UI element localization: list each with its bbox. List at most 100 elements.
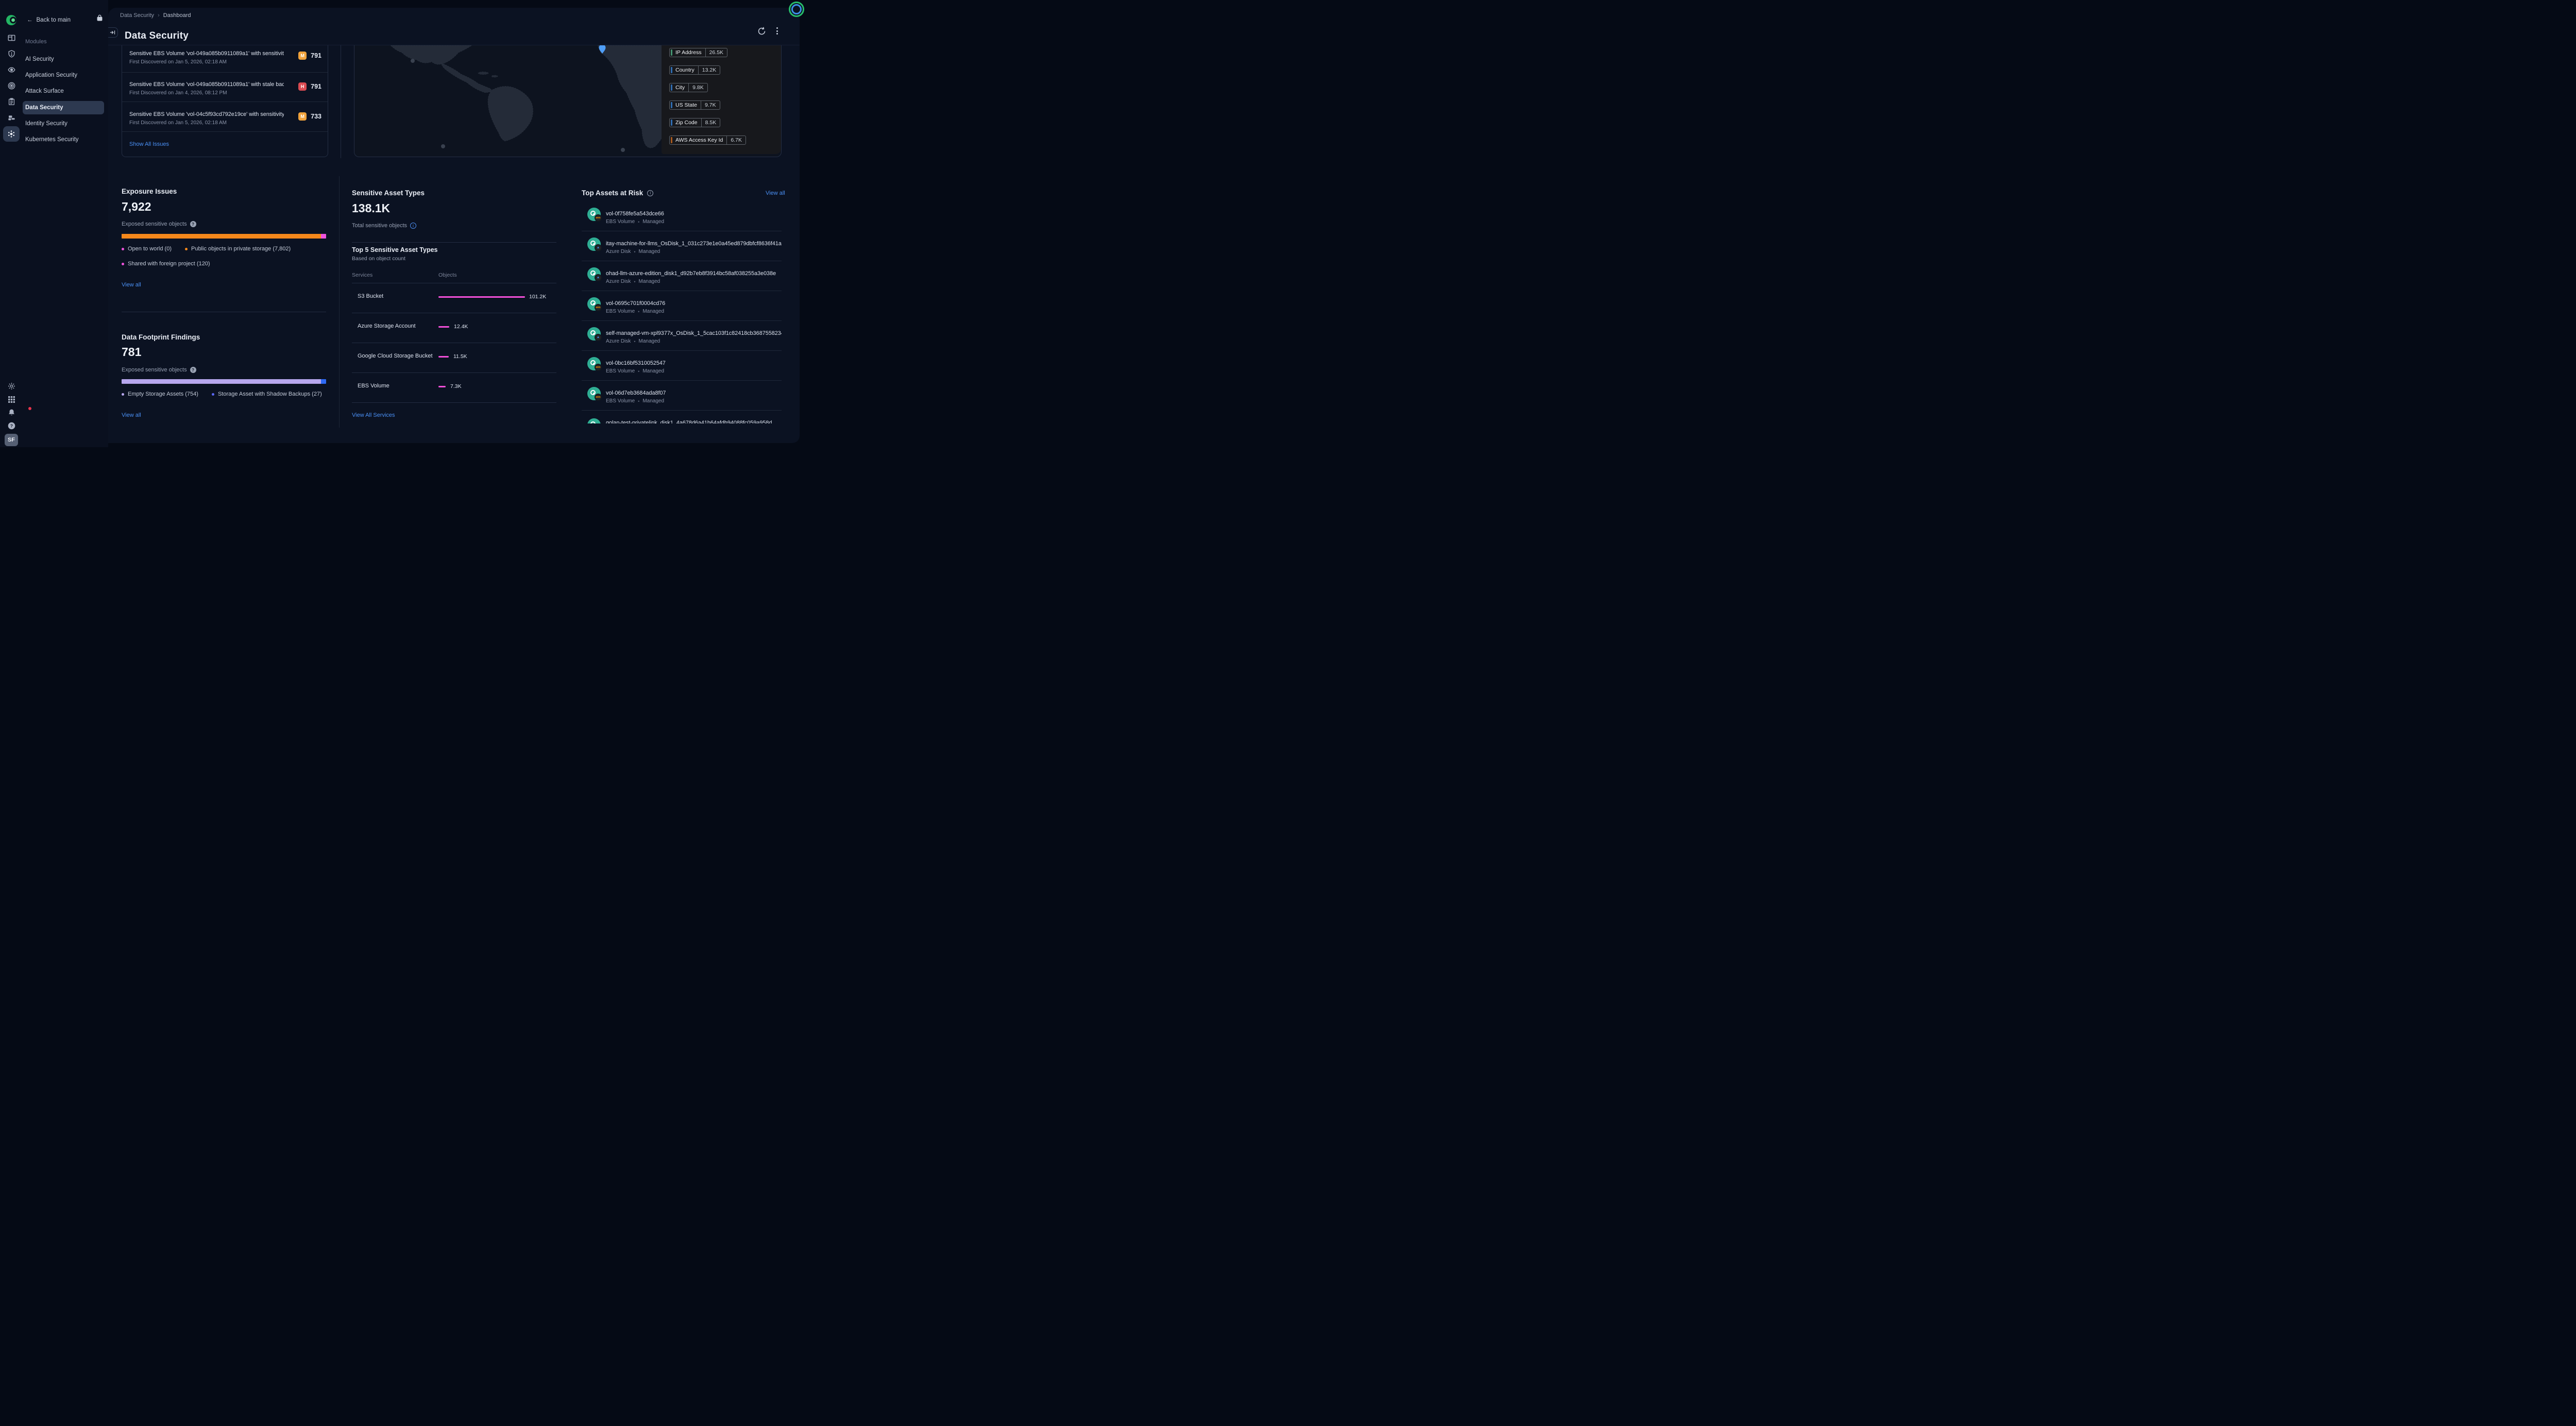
asset-row[interactable]: aws▲ itay-machine-for-llms_OsDisk_1_031c… [582, 230, 782, 260]
asset-disk-icon: aws▲ [587, 327, 602, 341]
sidebar-item-kubernetes-security[interactable]: Kubernetes Security [25, 137, 79, 143]
compliance-clipboard-icon[interactable] [8, 98, 15, 106]
page-header: Data Security › Dashboard Data Security [108, 8, 800, 45]
tag-chip-country[interactable]: Country 13.2K [669, 65, 721, 75]
sidebar-item-identity-security[interactable]: Identity Security [25, 121, 67, 127]
top5-subtitle: Based on object count [352, 256, 405, 262]
section-divider [352, 242, 556, 243]
chip-accent [671, 102, 672, 108]
issue-count: 791 [311, 52, 321, 59]
service-value: 101.2K [529, 294, 547, 300]
asset-row[interactable]: aws▲ vol-0695c701f0004cd76 EBS Volume•Ma… [582, 290, 782, 320]
issue-discovered: First Discovered on Jan 5, 2026, 02:18 A… [129, 120, 227, 126]
tag-chip-aws-access-key[interactable]: AWS Access Key Id 6.7K [669, 135, 747, 145]
exposure-view-all-link[interactable]: View all [122, 282, 141, 288]
back-to-main-link[interactable]: ← Back to main [27, 17, 71, 23]
dashboards-icon[interactable] [8, 34, 15, 42]
sidebar-item-application-security[interactable]: Application Security [25, 72, 77, 78]
icon-rail: ? SF [0, 0, 31, 447]
page-title: Data Security [125, 30, 189, 41]
issue-row[interactable]: Sensitive EBS Volume 'vol-049a085b091108… [122, 72, 328, 101]
column-divider [339, 176, 340, 428]
settings-gear-icon[interactable] [8, 382, 15, 390]
exposure-legend-row-1: Open to world (0) Public objects in priv… [122, 246, 291, 252]
issue-title: Sensitive EBS Volume 'vol-049a085b091108… [129, 50, 284, 57]
issue-row[interactable]: Sensitive EBS Volume 'vol-049a085b091108… [122, 45, 328, 72]
exposure-subtitle: Exposed sensitive objects ? [122, 221, 196, 227]
service-value: 11.5K [453, 353, 467, 360]
modules-network-icon-selected[interactable] [3, 126, 20, 142]
show-all-issues-link[interactable]: Show All Issues [129, 141, 170, 147]
help-tooltip-icon[interactable]: ? [190, 367, 196, 373]
table-divider [352, 372, 556, 373]
asset-row[interactable]: aws▲ self-managed-vm-xpl9377x_OsDisk_1_5… [582, 320, 782, 350]
back-arrow-icon: ← [27, 17, 33, 23]
tag-chip-city[interactable]: City 9.8K [669, 83, 708, 92]
service-bar [438, 356, 449, 358]
table-divider [352, 402, 556, 403]
sidebar-item-ai-security[interactable]: AI Security [25, 56, 54, 62]
exposure-issues-title: Exposure Issues [122, 188, 177, 195]
asset-types-subtitle: Total sensitive objects i [352, 223, 416, 229]
service-row-label[interactable]: Google Cloud Storage Bucket [358, 353, 433, 359]
asset-row[interactable]: aws▲ vol-0bc16bf5310052547 EBS Volume•Ma… [582, 350, 782, 380]
asset-disk-icon: aws▲ [587, 208, 602, 222]
bar-segment-shadow-backups [321, 379, 326, 384]
sidebar-collapse-toggle[interactable] [108, 27, 118, 38]
issue-discovered: First Discovered on Jan 4, 2026, 08:12 P… [129, 90, 227, 96]
apps-grid-icon[interactable] [8, 396, 15, 403]
sidebar-item-data-security-selected[interactable]: Data Security [23, 101, 104, 114]
footprint-view-all-link[interactable]: View all [122, 412, 141, 418]
orca-logo-icon[interactable] [5, 14, 18, 26]
top-assets-view-all-link[interactable]: View all [766, 190, 785, 196]
service-row-label[interactable]: EBS Volume [358, 383, 389, 389]
alerts-shield-icon[interactable] [8, 50, 15, 58]
more-options-kebab-icon[interactable] [775, 26, 779, 36]
help-tooltip-icon[interactable]: ? [190, 221, 196, 227]
asset-row[interactable]: aws▲ vol-0f758fe5a543dce66 EBS Volume•Ma… [582, 200, 782, 230]
discovery-eye-icon[interactable] [8, 66, 15, 74]
dashboard-content: Sensitive EBS Volume 'vol-049a085b091108… [108, 45, 800, 443]
help-icon[interactable]: ? [8, 422, 15, 430]
view-all-services-link[interactable]: View All Services [352, 412, 395, 418]
info-icon[interactable]: i [410, 223, 416, 229]
issue-row[interactable]: Sensitive EBS Volume 'vol-04c5f93cd792e1… [122, 101, 328, 131]
tag-chip-us-state[interactable]: US State 9.7K [669, 100, 720, 110]
service-value: 7.3K [450, 383, 462, 389]
info-icon[interactable]: i [647, 190, 654, 196]
footprint-legend: Empty Storage Assets (754) Storage Asset… [122, 391, 322, 397]
chip-accent [671, 120, 672, 126]
notification-badge [28, 407, 31, 410]
tag-chip-zip-code[interactable]: Zip Code 8.5K [669, 118, 721, 127]
user-avatar[interactable]: SF [5, 434, 18, 446]
notifications-bell-icon[interactable] [8, 407, 31, 416]
chip-accent [671, 84, 672, 91]
breadcrumb-separator-icon: › [158, 12, 160, 19]
inventory-blocks-icon[interactable] [8, 114, 15, 122]
tag-chip-ip-address[interactable]: IP Address 26.5K [669, 48, 728, 57]
service-row-label[interactable]: Azure Storage Account [358, 323, 416, 329]
attack-path-target-icon[interactable] [8, 82, 15, 90]
issue-title: Sensitive EBS Volume 'vol-04c5f93cd792e1… [129, 111, 284, 117]
asset-disk-icon: aws▲ [587, 267, 602, 281]
footprint-subtitle: Exposed sensitive objects ? [122, 367, 196, 373]
refresh-icon[interactable] [757, 27, 766, 36]
asset-row[interactable]: aws▲ vol-06d7eb3684ada8f07 EBS Volume•Ma… [582, 380, 782, 410]
service-row-label[interactable]: S3 Bucket [358, 293, 384, 299]
breadcrumb-root[interactable]: Data Security [120, 12, 155, 19]
asset-disk-icon: aws▲ [587, 297, 602, 311]
sidebar: ? SF ← Back to main Modules AI Security … [0, 0, 108, 447]
top5-title: Top 5 Sensitive Asset Types [352, 246, 438, 253]
issues-list-card: Sensitive EBS Volume 'vol-049a085b091108… [122, 45, 328, 157]
cloud-provider-badge: aws▲ [595, 274, 602, 281]
asset-row-clipped[interactable]: golan-test-privatelink_disk1_4a678d6a41b… [582, 410, 782, 423]
top-assets-title: Top Assets at Risk [582, 189, 643, 197]
exposure-issues-value: 7,922 [122, 200, 151, 213]
objects-column-header: Objects [438, 272, 457, 278]
service-bar [438, 386, 446, 387]
issue-count: 733 [311, 112, 321, 120]
cloud-provider-badge: aws▲ [595, 364, 602, 371]
breadcrumb-current[interactable]: Dashboard [163, 12, 191, 19]
asset-row[interactable]: aws▲ ohad-llm-azure-edition_disk1_d92b7e… [582, 260, 782, 290]
sidebar-item-attack-surface[interactable]: Attack Surface [25, 88, 64, 94]
